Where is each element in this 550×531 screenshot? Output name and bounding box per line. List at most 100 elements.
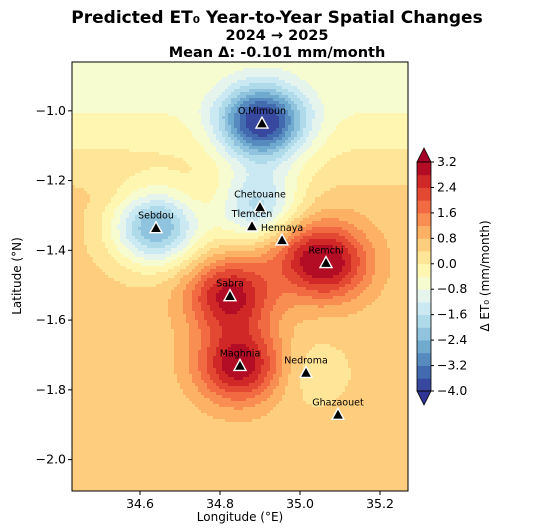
- contour-cell: [228, 77, 232, 81]
- contour-cell: [246, 98, 250, 102]
- contour-cell: [96, 89, 100, 93]
- contour-cell: [147, 65, 151, 69]
- contour-cell: [339, 65, 343, 69]
- contour-cell: [291, 65, 295, 69]
- contour-cell: [282, 68, 286, 72]
- contour-cell: [267, 68, 271, 72]
- contour-cell: [75, 62, 79, 66]
- contour-cell: [393, 98, 397, 102]
- contour-cell: [84, 86, 88, 90]
- contour-cell: [279, 104, 283, 108]
- contour-cell: [162, 62, 166, 66]
- contour-cell: [165, 80, 169, 84]
- contour-cell: [150, 92, 154, 96]
- contour-cell: [387, 104, 391, 108]
- contour-cell: [390, 65, 394, 69]
- contour-cell: [300, 104, 304, 108]
- contour-cell: [204, 95, 208, 99]
- contour-cell: [138, 92, 142, 96]
- contour-cell: [378, 86, 382, 90]
- contour-cell: [267, 104, 271, 108]
- contour-cell: [225, 86, 229, 90]
- contour-cell: [276, 83, 280, 87]
- contour-cell: [387, 95, 391, 99]
- contour-cell: [75, 98, 79, 102]
- contour-cell: [300, 80, 304, 84]
- contour-cell: [147, 80, 151, 84]
- contour-cell: [363, 98, 367, 102]
- contour-cell: [84, 107, 88, 111]
- contour-cell: [228, 74, 232, 78]
- contour-cell: [234, 68, 238, 72]
- contour-cell: [243, 71, 247, 75]
- contour-cell: [372, 80, 376, 84]
- contour-cell: [276, 92, 280, 96]
- contour-cell: [399, 71, 403, 75]
- contour-cell: [108, 86, 112, 90]
- contour-cell: [264, 80, 268, 84]
- contour-cell: [396, 92, 400, 96]
- contour-cell: [144, 74, 148, 78]
- contour-cell: [393, 68, 397, 72]
- contour-cell: [165, 92, 169, 96]
- contour-cell: [345, 86, 349, 90]
- contour-cell: [321, 65, 325, 69]
- contour-cell: [402, 77, 406, 81]
- contour-cell: [138, 68, 142, 72]
- contour-cell: [213, 74, 217, 78]
- contour-cell: [156, 62, 160, 66]
- contour-cell: [390, 68, 394, 72]
- contour-cell: [219, 92, 223, 96]
- contour-cell: [135, 62, 139, 66]
- contour-cell: [369, 71, 373, 75]
- contour-cell: [102, 71, 106, 75]
- contour-cell: [381, 101, 385, 105]
- contour-cell: [141, 104, 145, 108]
- contour-cell: [318, 80, 322, 84]
- contour-cell: [378, 89, 382, 93]
- contour-cell: [207, 62, 211, 66]
- contour-cell: [258, 86, 262, 90]
- contour-cell: [264, 98, 268, 102]
- contour-cell: [360, 65, 364, 69]
- contour-cell: [159, 98, 163, 102]
- contour-cell: [297, 74, 301, 78]
- contour-cell: [108, 95, 112, 99]
- contour-cell: [348, 98, 352, 102]
- contour-cell: [162, 89, 166, 93]
- contour-cell: [204, 62, 208, 66]
- contour-cell: [270, 68, 274, 72]
- contour-cell: [204, 104, 208, 108]
- contour-cell: [207, 104, 211, 108]
- contour-cell: [72, 104, 76, 108]
- contour-cell: [330, 68, 334, 72]
- contour-cell: [306, 83, 310, 87]
- contour-cell: [216, 77, 220, 81]
- contour-cell: [159, 86, 163, 90]
- contour-cell: [210, 104, 214, 108]
- contour-cell: [129, 62, 133, 66]
- contour-cell: [150, 95, 154, 99]
- contour-cell: [387, 89, 391, 93]
- contour-cell: [78, 92, 82, 96]
- contour-cell: [285, 95, 289, 99]
- contour-cell: [159, 92, 163, 96]
- contour-cell: [327, 74, 331, 78]
- contour-cell: [282, 71, 286, 75]
- contour-cell: [129, 77, 133, 81]
- contour-cell: [198, 68, 202, 72]
- contour-cell: [249, 104, 253, 108]
- contour-cell: [405, 83, 408, 87]
- contour-cell: [321, 92, 325, 96]
- contour-cell: [318, 101, 322, 105]
- contour-cell: [168, 71, 172, 75]
- contour-cell: [237, 92, 241, 96]
- contour-cell: [336, 77, 340, 81]
- contour-cell: [198, 92, 202, 96]
- contour-cell: [294, 80, 298, 84]
- contour-cell: [234, 104, 238, 108]
- contour-cell: [168, 74, 172, 78]
- contour-cell: [135, 98, 139, 102]
- contour-cell: [273, 74, 277, 78]
- contour-cell: [387, 92, 391, 96]
